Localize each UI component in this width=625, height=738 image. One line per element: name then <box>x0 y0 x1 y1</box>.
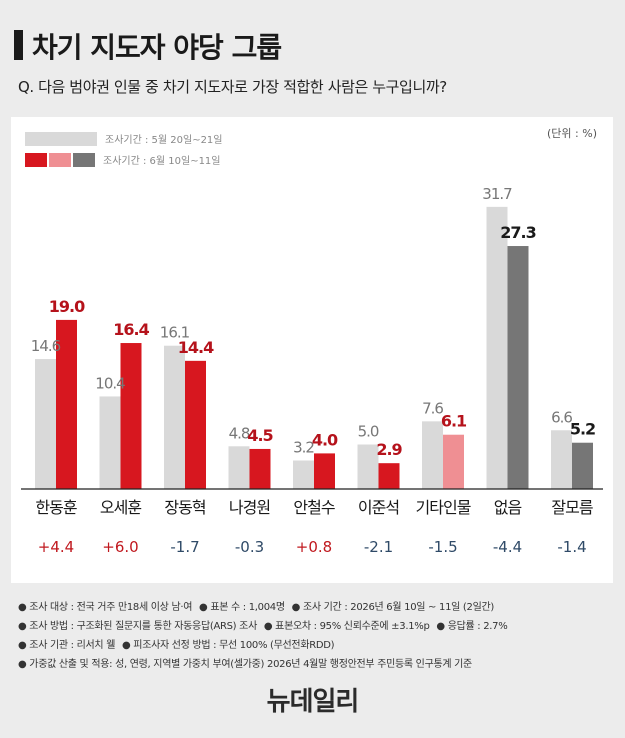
legend-curr-swatch-red <box>25 152 47 167</box>
bars-group <box>35 206 593 489</box>
page-title: 차기 지도자 야당 그룹 <box>32 31 282 64</box>
bar-prev <box>228 446 250 489</box>
note-weighting: ● 가중값 산출 및 적용: 성, 연령, 지역별 가중치 부여(셀가중) 20… <box>18 659 472 670</box>
value-label-curr: 14.4 <box>178 338 214 357</box>
value-label-curr: 4.0 <box>312 430 338 449</box>
value-label-curr: 6.1 <box>441 412 467 431</box>
survey-question: Q. 다음 범야권 인물 중 차기 지도자로 가장 적합한 사람은 누구입니까? <box>18 78 447 96</box>
note-line-2: ● 조사 방법 : 구조화된 질문지를 통한 자동응답(ARS) 조사 ● 표본… <box>18 617 511 636</box>
change-label: -0.3 <box>235 538 264 556</box>
value-label-prev: 3.2 <box>293 439 314 457</box>
bar-curr <box>443 434 464 489</box>
note-line-1: ● 조사 대상 : 전국 거주 만18세 이상 남·여 ● 표본 수 : 1,0… <box>18 598 511 617</box>
brand-logo: 뉴데일리 <box>266 687 360 717</box>
bar-curr <box>507 246 529 489</box>
change-label: +6.0 <box>102 538 138 556</box>
note-target: ● 조사 대상 : 전국 거주 만18세 이상 남·여 <box>18 602 193 613</box>
note-line-4: ● 가중값 산출 및 적용: 성, 연령, 지역별 가중치 부여(셀가중) 20… <box>18 655 511 674</box>
bar-curr <box>572 442 593 489</box>
bar-prev <box>99 396 121 489</box>
legend-curr-label: 조사기간 : 6월 10일~11일 <box>103 156 221 167</box>
value-label-prev: 10.4 <box>95 374 125 392</box>
bar-curr <box>314 453 335 489</box>
change-label: +0.8 <box>296 538 332 556</box>
bar-chart: 14.6 19.0 한동훈 +4.4 10.4 16.4 오세훈 +6.0 16.114.4 장동… <box>21 185 603 556</box>
bar-prev <box>422 421 443 489</box>
bar-curr <box>378 463 400 489</box>
value-label-curr: 19.0 <box>49 297 85 316</box>
category-label: 나경원 <box>229 498 270 517</box>
change-label: -2.1 <box>364 538 393 556</box>
value-label-curr: 27.3 <box>500 223 535 242</box>
note-method: ● 조사 방법 : 구조화된 질문지를 통한 자동응답(ARS) 조사 <box>18 621 257 632</box>
value-label-prev: 31.7 <box>482 185 512 203</box>
value-label-curr: 4.5 <box>247 426 273 445</box>
category-label: 기타인물 <box>416 498 471 517</box>
bar-prev <box>357 444 379 489</box>
labels-group: 14.6 19.0 한동훈 +4.4 10.4 16.4 오세훈 +6.0 16.114.4 장동… <box>31 185 596 556</box>
bar-prev <box>551 430 572 489</box>
change-label: -1.5 <box>428 538 457 556</box>
value-label-prev: 4.8 <box>229 424 250 442</box>
legend-curr-swatch-gray <box>73 152 95 167</box>
bar-curr <box>120 343 142 489</box>
change-label: -4.4 <box>493 538 522 556</box>
note-period: ● 조사 기간 : 2026년 6월 10일 ~ 11일 (2일간) <box>291 602 495 613</box>
category-label: 잘모름 <box>551 498 592 517</box>
change-label: +4.4 <box>38 538 74 556</box>
note-selection: ● 피조사자 선정 방법 : 무선 100% (무선전화RDD) <box>121 640 335 651</box>
category-label: 장동혁 <box>164 498 205 517</box>
change-label: -1.4 <box>557 538 586 556</box>
category-label: 안철수 <box>293 498 334 517</box>
note-response-rate: ● 응답률 : 2.7% <box>436 621 508 632</box>
category-label: 이준석 <box>358 498 399 517</box>
bar-curr <box>56 319 77 489</box>
bar-prev <box>164 345 185 489</box>
category-label: 한동훈 <box>35 498 76 517</box>
note-line-3: ● 조사 기관 : 리서치 웰 ● 피조사자 선정 방법 : 무선 100% (… <box>18 636 511 655</box>
legend-prev: 조사기간 : 5월 20일~21일 <box>25 131 223 146</box>
bar-prev <box>35 359 56 489</box>
category-label: 오세훈 <box>100 498 141 517</box>
legend-prev-swatch <box>25 131 97 146</box>
legend-curr-swatch-pink <box>49 152 71 167</box>
note-sample: ● 표본 수 : 1,004명 <box>199 602 285 613</box>
change-label: -1.7 <box>170 538 199 556</box>
value-label-prev: 6.6 <box>551 408 572 426</box>
legend-prev-label: 조사기간 : 5월 20일~21일 <box>105 135 223 146</box>
value-label-prev: 5.0 <box>358 423 379 441</box>
note-error: ● 표본오차 : 95% 신뢰수준에 ±3.1%p <box>263 621 430 632</box>
value-label-prev: 16.1 <box>160 324 190 342</box>
bar-curr <box>185 360 206 489</box>
bar-prev <box>293 460 314 489</box>
value-label-curr: 16.4 <box>113 320 149 339</box>
category-label: 없음 <box>494 498 522 517</box>
note-agency: ● 조사 기관 : 리서치 웰 <box>18 640 116 651</box>
title-bar <box>14 30 23 60</box>
bar-curr <box>249 448 271 489</box>
value-label-prev: 14.6 <box>31 337 61 355</box>
legend-curr: 조사기간 : 6월 10일~11일 <box>25 152 221 167</box>
bar-prev <box>486 206 508 489</box>
value-label-prev: 7.6 <box>422 399 443 417</box>
chart-panel: 조사기간 : 5월 20일~21일 조사기간 : 6월 10일~11일 (단위 … <box>11 117 613 583</box>
value-label-curr: 5.2 <box>570 420 595 439</box>
unit-label: (단위 : %) <box>547 127 597 140</box>
survey-notes: ● 조사 대상 : 전국 거주 만18세 이상 남·여 ● 표본 수 : 1,0… <box>18 598 511 674</box>
value-label-curr: 2.9 <box>376 440 402 459</box>
